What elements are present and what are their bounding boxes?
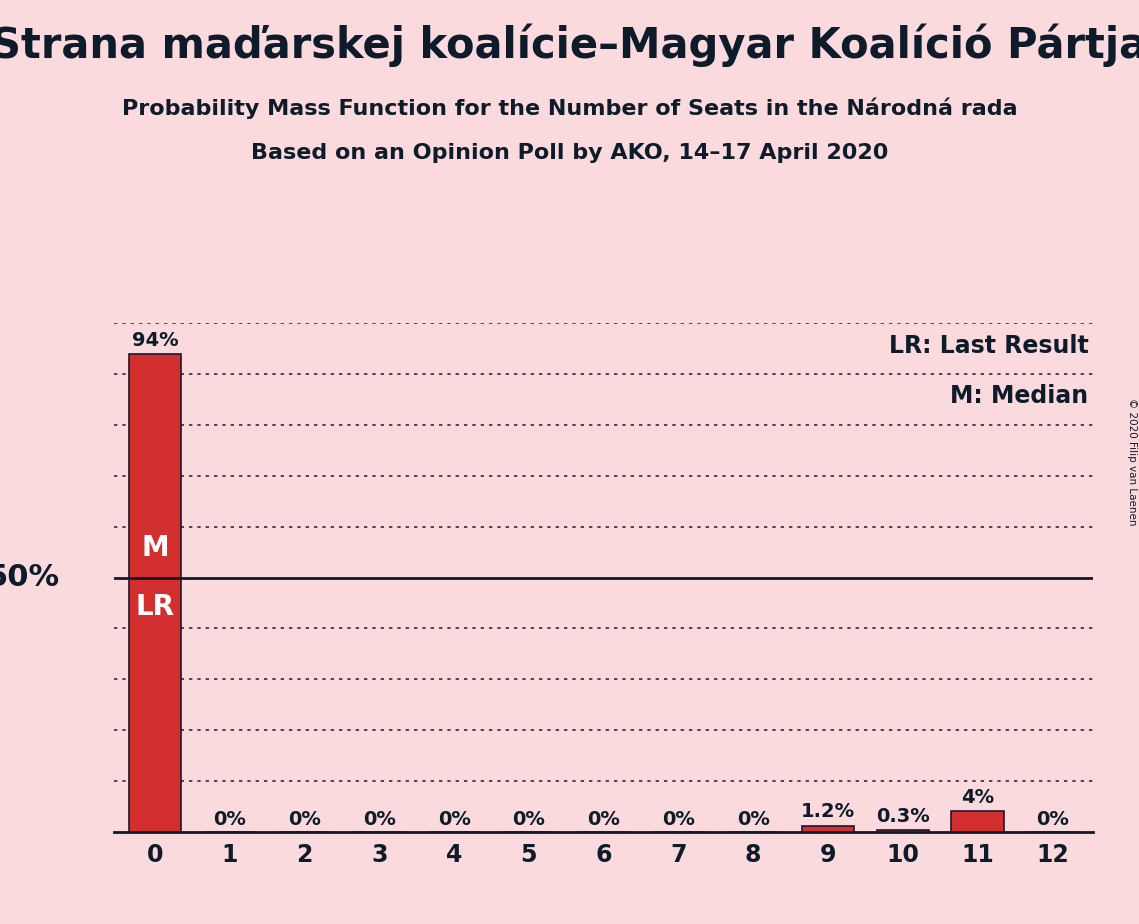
- Bar: [951, 811, 1003, 832]
- Text: M: Median: M: Median: [950, 384, 1089, 408]
- Text: 50%: 50%: [0, 563, 60, 592]
- Bar: [877, 830, 929, 832]
- Text: 0.3%: 0.3%: [876, 807, 929, 826]
- Text: 1.2%: 1.2%: [801, 802, 855, 821]
- Text: Strana maďarskej koalície–Magyar Koalíció Pártja: Strana maďarskej koalície–Magyar Koalíci…: [0, 23, 1139, 67]
- Text: 0%: 0%: [513, 810, 546, 829]
- Text: 0%: 0%: [213, 810, 246, 829]
- Text: 0%: 0%: [363, 810, 395, 829]
- Bar: [129, 354, 181, 832]
- Text: M: M: [141, 534, 169, 562]
- Text: 0%: 0%: [737, 810, 770, 829]
- Text: 0%: 0%: [662, 810, 695, 829]
- Text: 4%: 4%: [961, 788, 994, 808]
- Text: © 2020 Filip van Laenen: © 2020 Filip van Laenen: [1126, 398, 1137, 526]
- Text: Probability Mass Function for the Number of Seats in the Národná rada: Probability Mass Function for the Number…: [122, 97, 1017, 118]
- Text: 0%: 0%: [588, 810, 620, 829]
- Text: 0%: 0%: [288, 810, 321, 829]
- Text: 0%: 0%: [1035, 810, 1068, 829]
- Text: 94%: 94%: [132, 331, 179, 350]
- Text: LR: LR: [136, 593, 174, 621]
- Bar: [802, 825, 854, 832]
- Text: 0%: 0%: [437, 810, 470, 829]
- Text: LR: Last Result: LR: Last Result: [888, 334, 1089, 358]
- Text: Based on an Opinion Poll by AKO, 14–17 April 2020: Based on an Opinion Poll by AKO, 14–17 A…: [251, 143, 888, 164]
